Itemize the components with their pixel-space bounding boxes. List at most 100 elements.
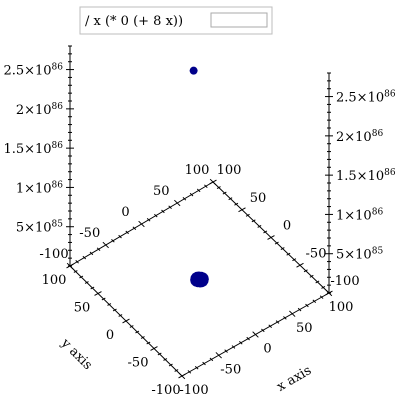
y-axis-right-minor-tick (251, 219, 256, 223)
x-axis-back-tick-label: -50 (79, 226, 100, 241)
x-axis-minor-tick (268, 324, 272, 328)
x-axis-minor-tick (283, 316, 287, 320)
x-axis-back-minor-tick (161, 209, 165, 214)
x-axis-back-minor-tick (154, 213, 158, 218)
z-axis-right-tick-label: 1×1086 (336, 207, 383, 223)
legend: / x (* 0 (+ 8 x)) (79, 6, 273, 35)
data-point (195, 275, 204, 284)
x-axis-back-minor-tick (96, 247, 101, 251)
x-axis-minor-tick (312, 299, 317, 304)
z-axis-left-tick-label: 2×1086 (16, 102, 63, 118)
y-axis-tick-label: 100 (42, 273, 67, 288)
y-axis-right-minor-tick (303, 269, 308, 273)
x-axis-back-minor-tick (75, 260, 79, 264)
y-axis-right-minor-tick (228, 197, 233, 201)
x-axis-back-minor-tick (189, 192, 194, 197)
x-axis-back-minor-tick (89, 251, 94, 256)
x-axis-back-minor-tick (82, 255, 87, 260)
y-axis-minor-tick (163, 358, 168, 361)
points-layer (189, 66, 209, 288)
y-axis-right-major-tick (296, 262, 304, 268)
y-axis-minor-tick (73, 270, 78, 273)
x-axis-major-tick (215, 352, 222, 359)
legend-entry-label: / x (* 0 (+ 8 x)) (85, 14, 183, 29)
x-axis-back-tick-label: 100 (185, 163, 210, 178)
x-axis-tick-label: -50 (220, 362, 241, 377)
y-axis-right-minor-tick (280, 247, 285, 251)
x-axis-major-tick (289, 310, 296, 317)
y-axis-right-minor-tick (263, 230, 268, 234)
x-axis-tick-label: 100 (329, 300, 354, 315)
x-axis-minor-tick (231, 345, 236, 349)
y-axis-major-tick (122, 318, 130, 324)
y-axis-right-tick-label: 50 (250, 191, 267, 206)
legend-swatch (210, 12, 268, 28)
y-axis-right-tick-label: 100 (217, 163, 242, 178)
x-axis-back-minor-tick (182, 197, 187, 201)
y-axis-minor-tick (112, 308, 117, 312)
x-axis-minor-tick (239, 341, 243, 345)
y-axis-major-tick (94, 291, 102, 296)
x-axis-back-tick-label: 0 (121, 205, 129, 220)
y-axis-minor-tick (90, 286, 95, 290)
z-axis-right-tick-label: 1.5×1086 (336, 168, 396, 184)
y-axis-right-minor-tick (245, 213, 250, 217)
x-axis-back-major-tick (102, 241, 109, 249)
x-axis-major-tick (252, 331, 259, 338)
y-axis-right-minor-tick (286, 252, 291, 256)
y-axis-right-tick-label: -50 (306, 246, 327, 261)
y-axis-minor-tick (84, 281, 89, 284)
z-axis-left-tick-label: 5×1085 (16, 220, 63, 236)
y-axis-right-tick-label: 0 (283, 219, 291, 234)
y-axis-right-minor-tick (315, 280, 320, 284)
x-axis-minor-tick (261, 328, 265, 333)
x-axis-minor-tick (202, 361, 206, 366)
y-axis-minor-tick (157, 352, 162, 356)
x-axis-minor-tick (224, 349, 228, 353)
x-axis-tick-label: 0 (263, 342, 271, 357)
y-axis-right-minor-tick (309, 274, 314, 278)
z-axis-left-tick-label: 1×1086 (16, 180, 63, 196)
z-axis-right-tick-label: 5×1085 (336, 247, 383, 263)
y-axis-tick-label: -100 (151, 383, 180, 398)
y-axis-right-major-tick (267, 235, 275, 240)
y-axis-right-minor-tick (216, 186, 221, 189)
y-axis-minor-tick (140, 336, 145, 339)
y-axis-right-minor-tick (274, 241, 279, 245)
x-axis-back-minor-tick (204, 184, 208, 188)
y-axis-tick-label: 50 (74, 301, 91, 316)
x-axis-back-minor-tick (168, 205, 172, 209)
y-axis-right-minor-tick (222, 191, 227, 195)
y-axis-minor-tick (129, 325, 134, 328)
x-axis-back-tick-label: -100 (39, 247, 68, 262)
x-axis-minor-tick (319, 295, 324, 299)
y-axis-minor-tick (135, 330, 140, 334)
y-axis-minor-tick (101, 297, 106, 301)
axes-layer (66, 45, 333, 380)
x-axis-back-minor-tick (125, 230, 129, 235)
z-axis-right-tick-label: 2.5×1086 (336, 90, 396, 106)
x-axis-back-minor-tick (132, 226, 137, 230)
y-axis-tick-label: -50 (128, 356, 149, 371)
x-axis-tick-label: -100 (179, 383, 208, 398)
x-axis-back-minor-tick (146, 218, 151, 222)
y-axis-tick-label: 0 (106, 328, 114, 343)
y-axis-minor-tick (79, 275, 84, 279)
x-axis-back-minor-tick (118, 234, 122, 239)
y-axis-minor-tick (146, 341, 151, 345)
y-axis-minor-tick (174, 369, 179, 372)
x-axis-minor-tick (187, 370, 192, 374)
y-axis-right-tick-label: -100 (330, 274, 359, 289)
y-axis-major-tick (150, 346, 158, 351)
x-axis-tick-label: 50 (296, 321, 313, 336)
y-axis-minor-tick (168, 363, 173, 367)
x-axis-back-major-tick (174, 199, 181, 207)
x-axis-back-major-tick (138, 220, 145, 228)
z-axis-left-tick-label: 2.5×1086 (3, 63, 63, 79)
y-axis-right-major-tick (238, 207, 246, 213)
y-axis-minor-tick (118, 314, 123, 317)
y-axis-major-tick (178, 373, 186, 379)
x-axis-back-minor-tick (196, 188, 201, 193)
labels-layer: -100-50050100-100-50050100-100-50050100-… (3, 63, 395, 398)
